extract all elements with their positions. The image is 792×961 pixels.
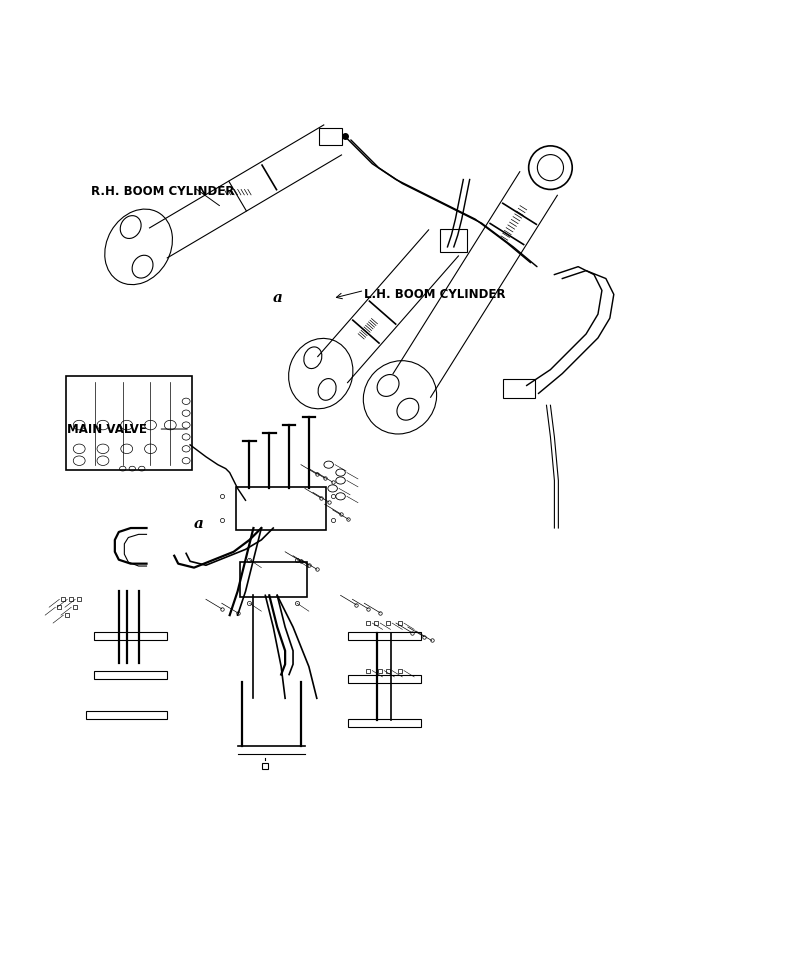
Text: a: a — [194, 517, 204, 531]
Text: L.H. BOOM CYLINDER: L.H. BOOM CYLINDER — [364, 288, 506, 301]
Text: a: a — [273, 291, 283, 306]
Text: MAIN VALVE: MAIN VALVE — [67, 423, 147, 435]
Text: R.H. BOOM CYLINDER: R.H. BOOM CYLINDER — [91, 185, 234, 198]
